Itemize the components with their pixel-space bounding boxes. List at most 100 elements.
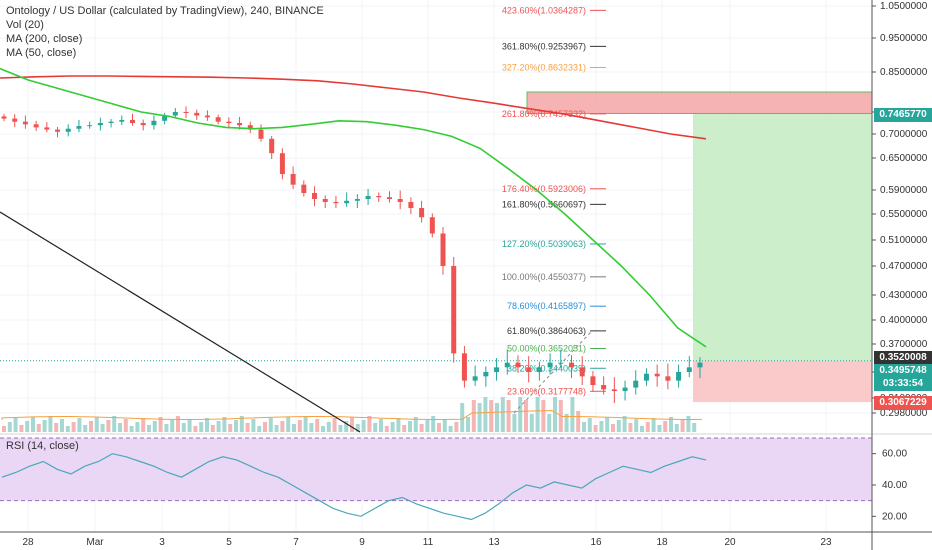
candle-body	[376, 196, 382, 198]
volume-bar	[553, 397, 557, 432]
time-tick-label: 20	[724, 537, 736, 548]
volume-bar	[321, 426, 325, 432]
volume-bar	[332, 418, 337, 432]
volume-legend: Vol (20)	[6, 19, 44, 31]
volume-bar	[205, 418, 209, 432]
volume-bar	[25, 421, 30, 432]
volume-bar	[657, 425, 662, 432]
volume-bar	[193, 426, 198, 432]
candle-body	[579, 367, 585, 377]
candles	[1, 106, 703, 403]
volume-bar	[106, 420, 111, 432]
candle-body	[237, 123, 243, 126]
time-tick-label: 23	[820, 537, 832, 548]
volume-bar	[448, 426, 453, 432]
candle-body	[622, 387, 628, 392]
volume-bar	[48, 416, 53, 432]
volume-bar	[118, 423, 122, 432]
candle-body	[569, 362, 575, 368]
volume-bar	[495, 403, 499, 432]
time-tick-label: 11	[423, 537, 434, 548]
volume-bar	[379, 419, 383, 432]
time-tick-label: 18	[656, 537, 668, 548]
ma200-line	[0, 75, 707, 140]
candle-body	[247, 125, 253, 130]
candle-body	[76, 126, 82, 129]
volume-bar	[442, 419, 447, 432]
fib-label: 261.80%(0.7457332)	[502, 109, 586, 119]
candle-body	[258, 129, 264, 139]
price-tick-label: 0.8500000	[880, 67, 928, 78]
volume-bar	[634, 419, 639, 432]
volume-bar	[199, 422, 204, 432]
trend-line	[0, 211, 361, 433]
volume-bar	[210, 425, 215, 432]
volume-bar	[593, 425, 598, 432]
volume-bar	[582, 422, 586, 432]
volume-bar	[535, 397, 540, 432]
candle-body	[322, 199, 328, 202]
volume-bar	[129, 426, 134, 432]
volume-bar	[245, 423, 250, 432]
volume-bar	[326, 422, 331, 432]
candle-body	[119, 119, 125, 122]
rsi-legend: RSI (14, close)	[6, 440, 79, 452]
volume-bar	[512, 414, 517, 432]
volume-bar	[309, 423, 314, 432]
volume-bar	[396, 418, 401, 432]
candle-body	[1, 116, 7, 119]
candle-body	[151, 120, 157, 126]
volume-bar	[274, 425, 279, 432]
candle-body	[87, 125, 93, 127]
time-tick-label: 13	[488, 537, 500, 548]
candle-body	[472, 376, 478, 381]
ma50-line	[0, 67, 707, 348]
volume-bar	[216, 421, 221, 432]
candle-body	[526, 367, 532, 372]
candle-body	[129, 119, 135, 123]
volume-bar	[663, 421, 668, 432]
volume-bar	[373, 423, 378, 432]
price-tick-label: 0.4700000	[880, 261, 928, 272]
volume-bar	[640, 426, 644, 432]
candle-body	[344, 200, 350, 204]
volume-bar	[471, 400, 476, 432]
candle-body	[676, 372, 682, 381]
fib-label: 361.80%(0.9253967)	[502, 41, 586, 51]
volume-bar	[77, 418, 82, 432]
volume-bar	[54, 423, 59, 432]
volume-bar	[599, 421, 604, 432]
rsi-tick-label: 60.00	[882, 449, 907, 460]
volume-bar	[257, 426, 262, 432]
volume-bar	[286, 417, 291, 432]
volume-bar	[222, 417, 227, 432]
rsi-tick-label: 20.00	[882, 511, 907, 522]
candle-body	[279, 153, 285, 174]
volume-bar	[60, 419, 64, 432]
volume-bar	[425, 420, 430, 432]
candle-body	[183, 112, 189, 113]
fib-label: 176.40%(0.5923006)	[502, 184, 586, 194]
volume-bar	[19, 425, 24, 432]
volume-bar	[100, 424, 105, 432]
volume-bar	[680, 420, 685, 432]
candle-body	[162, 115, 168, 121]
volume-bar	[239, 416, 244, 432]
volume-bar	[477, 403, 482, 432]
fib-label: 38.20%(0.3440039)	[507, 363, 586, 373]
price-tick-label: 0.2980000	[880, 408, 928, 419]
volume-bar	[408, 421, 412, 432]
candle-body	[665, 376, 671, 381]
candle-body	[504, 362, 510, 368]
trade-zones	[0, 91, 873, 403]
volume-bar	[31, 417, 35, 432]
volume-bar	[170, 420, 175, 432]
volume-bar	[164, 424, 169, 432]
volume-bar	[181, 423, 186, 432]
rsi-tick-label: 40.00	[882, 480, 907, 491]
fibonacci-levels: 423.60%(1.0364287) 361.80%(0.9253967) 327.…	[502, 5, 606, 414]
candle-body	[494, 367, 500, 372]
volume-bar	[384, 426, 389, 432]
volume-bar	[529, 414, 534, 432]
